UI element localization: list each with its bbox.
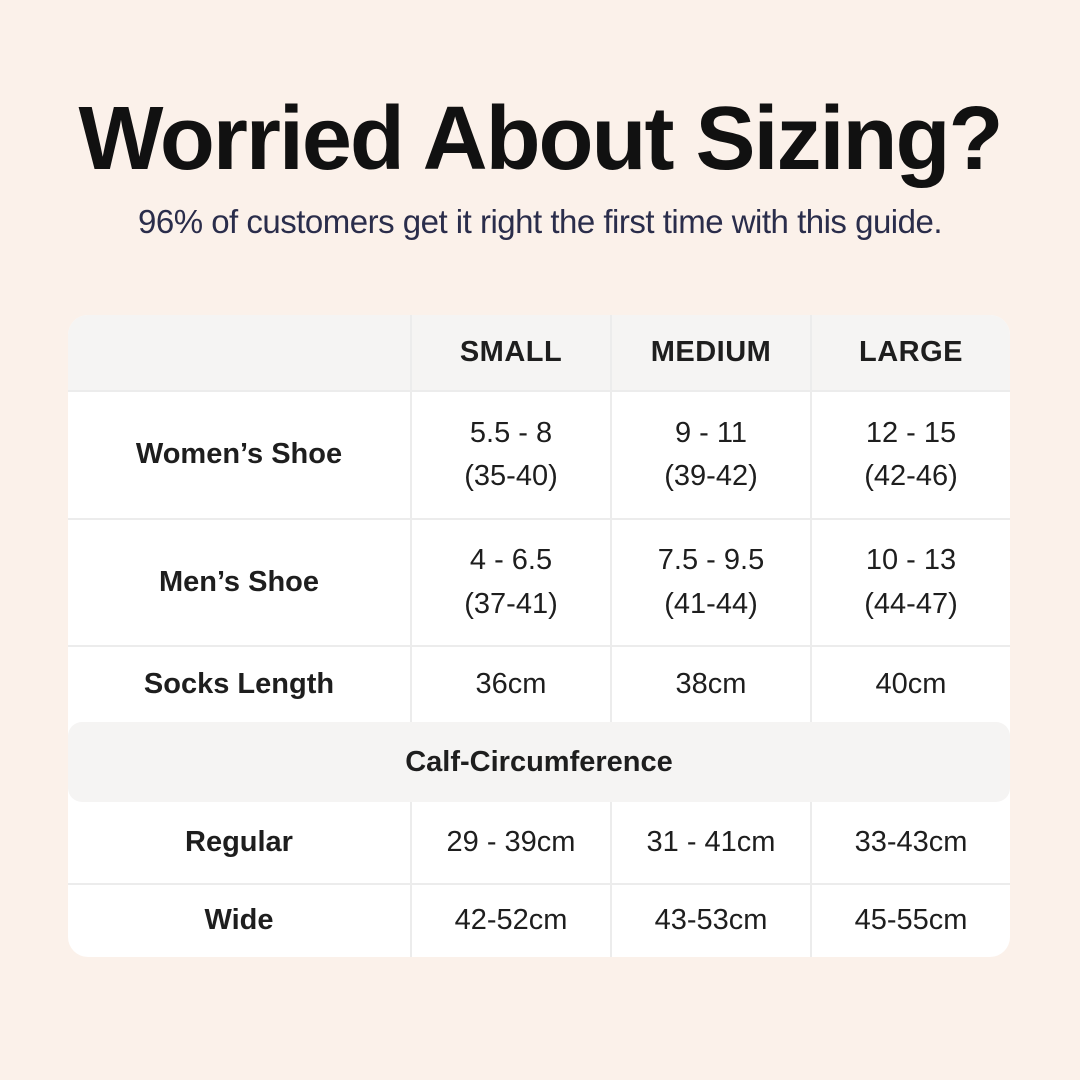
cell-value-line: (41-44) — [664, 587, 758, 620]
page-title: Worried About Sizing? — [78, 89, 1004, 189]
cell-value-line: 10 - 13 — [865, 544, 957, 576]
table-row-wide: Wide 42-52cm 43-53cm 45-55cm — [68, 883, 1010, 957]
hero-section: Worried About Sizing? 96% of customers g… — [0, 0, 1080, 241]
table-cell: 7.5 - 9.5 (41-44) — [610, 520, 810, 645]
size-chart-table: SMALL MEDIUM LARGE Women’s Shoe 5.5 - 8 … — [68, 315, 1010, 957]
column-header-large: LARGE — [810, 315, 1010, 390]
table-cell: 42-52cm — [410, 885, 610, 957]
cell-value-line: 9 - 11 — [674, 416, 747, 449]
cell-value-line: (39-42) — [664, 460, 758, 492]
cell-value-line: 4 - 6.5 — [469, 544, 553, 576]
row-label-regular: Regular — [185, 825, 293, 858]
table-row-womens-shoe: Women’s Shoe 5.5 - 8 (35-40) 9 - 11 (39-… — [68, 390, 1010, 518]
table-cell: 40cm — [810, 647, 1010, 722]
column-header-empty — [68, 315, 410, 390]
cell-value-line: (37-41) — [464, 587, 558, 620]
column-header-small: SMALL — [410, 315, 610, 390]
cell-value-line: 12 - 15 — [865, 416, 957, 449]
table-cell: 36cm — [410, 647, 610, 722]
column-header-medium: MEDIUM — [610, 315, 810, 390]
row-label-womens-shoe: Women’s Shoe — [135, 438, 343, 471]
cell-value-line: (42-46) — [864, 460, 958, 492]
table-row-regular: Regular 29 - 39cm 31 - 41cm 33-43cm — [68, 802, 1010, 883]
section-header-calf-circumference: Calf-Circumference — [68, 722, 1010, 802]
cell-value-line: 7.5 - 9.5 — [657, 544, 765, 576]
table-row-socks-length: Socks Length 36cm 38cm 40cm — [68, 645, 1010, 722]
table-cell: 4 - 6.5 (37-41) — [410, 520, 610, 645]
table-cell: 45-55cm — [810, 885, 1010, 957]
table-cell: 10 - 13 (44-47) — [810, 520, 1010, 645]
table-cell: 29 - 39cm — [410, 802, 610, 883]
table-header-row: SMALL MEDIUM LARGE — [68, 315, 1010, 390]
row-label-mens-shoe: Men’s Shoe — [158, 565, 320, 598]
row-label-socks-length: Socks Length — [143, 667, 335, 700]
page-subtitle: 96% of customers get it right the first … — [137, 202, 943, 240]
table-cell: 12 - 15 (42-46) — [810, 392, 1010, 518]
cell-value-line: (35-40) — [464, 460, 558, 492]
row-label-wide: Wide — [204, 904, 274, 937]
table-cell: 9 - 11 (39-42) — [610, 392, 810, 518]
table-cell: 43-53cm — [610, 885, 810, 957]
table-cell: 5.5 - 8 (35-40) — [410, 392, 610, 518]
table-cell: 33-43cm — [810, 802, 1010, 883]
table-cell: 31 - 41cm — [610, 802, 810, 883]
cell-value-line: (44-47) — [864, 587, 958, 620]
cell-value-line: 5.5 - 8 — [469, 416, 553, 449]
table-cell: 38cm — [610, 647, 810, 722]
table-row-mens-shoe: Men’s Shoe 4 - 6.5 (37-41) 7.5 - 9.5 (41… — [68, 518, 1010, 645]
